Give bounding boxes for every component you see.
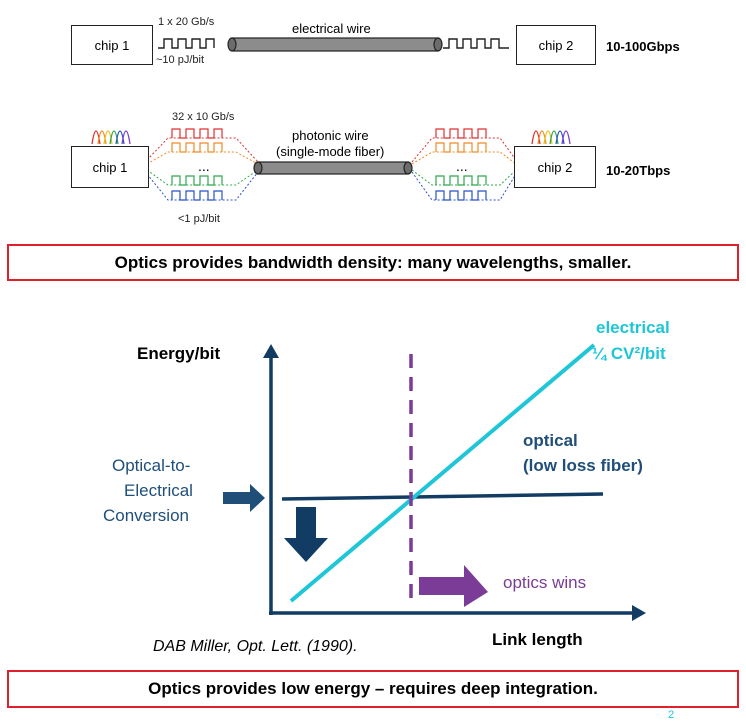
y-axis-label: Energy/bit [137, 344, 221, 363]
link-diagram [91, 37, 571, 201]
electrical-wire [231, 37, 439, 52]
chip1-photonic: chip 1 [71, 146, 149, 188]
electrical-wire-label: electrical wire [292, 21, 371, 36]
wavelength-bumps-left [91, 130, 131, 145]
oe-label-1: Optical-to- [112, 456, 191, 475]
photonic-energy-label: <1 pJ/bit [178, 213, 220, 225]
electrical-signal-left [158, 38, 215, 49]
chip2-electrical-label: chip 2 [538, 37, 574, 53]
callout-bandwidth: Optics provides bandwidth density: many … [7, 244, 739, 281]
optical-label-1: optical [523, 431, 578, 450]
optical-line [281, 492, 604, 501]
photonic-wire-label-2: (single-mode fiber) [276, 144, 385, 159]
chip2-photonic: chip 2 [514, 146, 596, 188]
x-axis-arrowhead [632, 605, 646, 621]
ellipsis-left: ... [198, 158, 210, 174]
electrical-line [289, 343, 596, 603]
wavelength-bumps-right [531, 130, 571, 145]
chip1-electrical: chip 1 [71, 25, 153, 65]
electrical-bandwidth: 10-100Gbps [606, 39, 680, 54]
fan-lines-right [411, 137, 517, 201]
x-axis-label: Link length [492, 630, 583, 649]
electrical-label-2: ¼ CV²/bit [592, 344, 666, 363]
oe-arrow [223, 484, 265, 512]
citation: DAB Miller, Opt. Lett. (1990). [153, 638, 358, 655]
photonic-wire-label-1: photonic wire [292, 128, 369, 143]
electrical-label-1: electrical [596, 318, 670, 337]
ellipsis-right: ... [456, 158, 468, 174]
chip2-photonic-label: chip 2 [537, 159, 573, 175]
energy-chart [223, 343, 646, 621]
photonic-bandwidth: 10-20Tbps [606, 163, 671, 178]
chip2-electrical: chip 2 [516, 25, 596, 65]
electrical-signal-right [443, 38, 509, 49]
fan-lines-left [146, 137, 259, 201]
signals-left [171, 128, 223, 201]
electrical-rate-label: 1 x 20 Gb/s [158, 16, 215, 28]
optical-label-2: (low loss fiber) [523, 456, 643, 475]
optics-wins-label: optics wins [503, 573, 587, 592]
chip1-photonic-label: chip 1 [92, 159, 128, 175]
electrical-energy-label: ~10 pJ/bit [156, 54, 205, 66]
photonic-rate-label: 32 x 10 Gb/s [172, 111, 235, 123]
oe-label-2: Electrical [124, 481, 193, 500]
signals-right [435, 128, 487, 201]
down-arrow [284, 507, 328, 562]
optics-wins-arrow [419, 565, 488, 607]
photonic-wire [257, 161, 409, 175]
page-number: 2 [668, 709, 675, 721]
oe-label-3: Conversion [103, 506, 189, 525]
y-axis-arrowhead [263, 344, 279, 358]
chip1-electrical-label: chip 1 [94, 37, 130, 53]
callout-energy: Optics provides low energy – requires de… [7, 670, 739, 708]
